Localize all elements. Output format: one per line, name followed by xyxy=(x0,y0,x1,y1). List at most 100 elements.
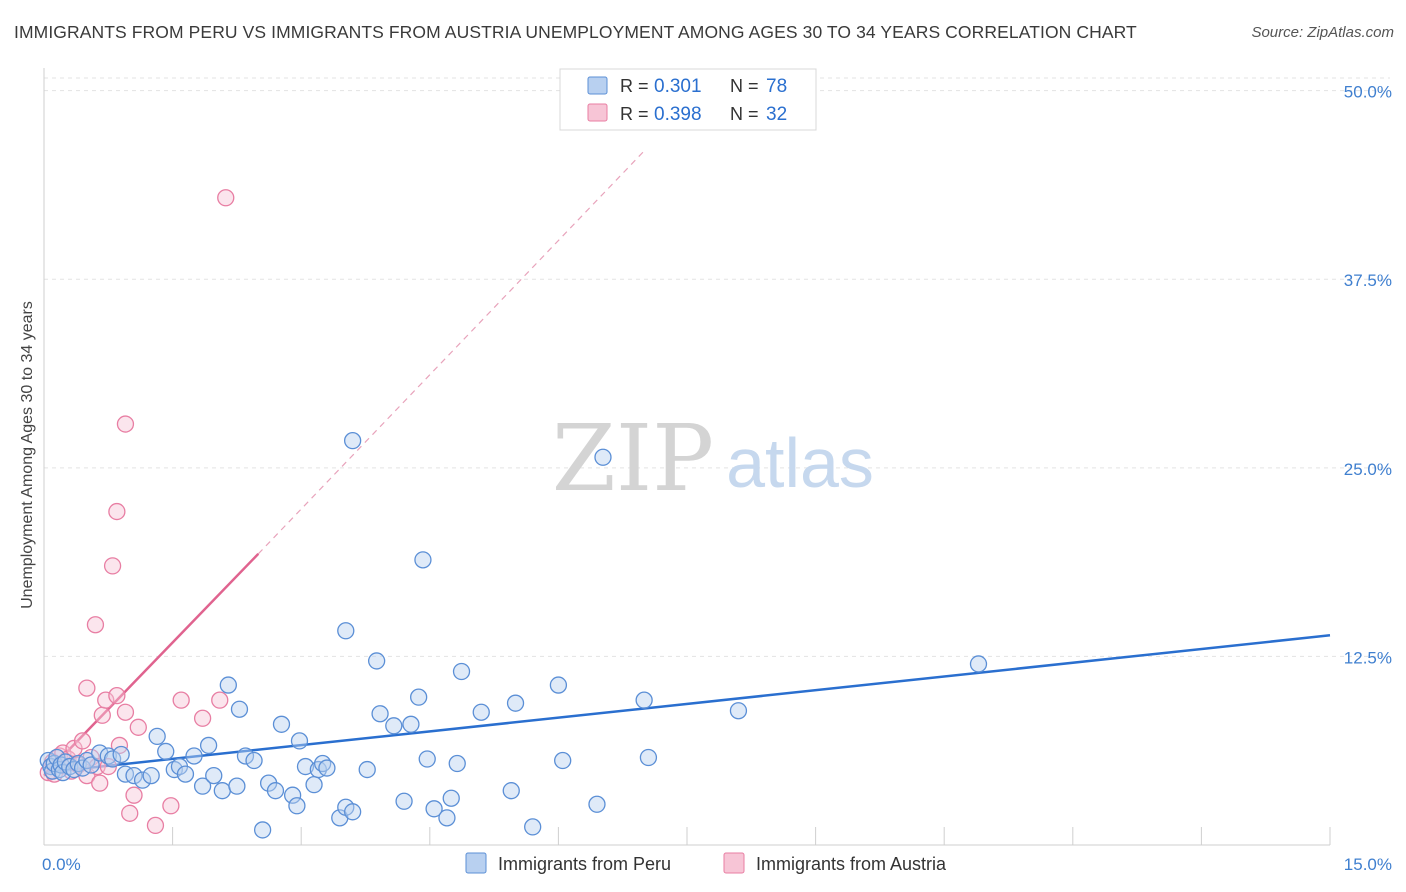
legend-box: R = 0.301 N = 78 R = 0.398 N = 32 xyxy=(559,68,817,131)
points-peru xyxy=(39,432,988,839)
x-tick-label: 15.0% xyxy=(1344,855,1392,874)
point-peru xyxy=(148,727,166,746)
tick-labels: 12.5% 25.0% 37.5% 50.0% 0.0% 15.0% xyxy=(42,83,1392,874)
point-austria xyxy=(86,616,105,634)
point-austria xyxy=(93,706,111,724)
point-peru xyxy=(425,800,443,818)
point-peru xyxy=(165,760,183,779)
point-peru xyxy=(472,703,490,721)
legend-swatch-austria xyxy=(587,103,608,122)
y-tick-label: 37.5% xyxy=(1344,271,1392,290)
point-peru xyxy=(272,715,291,733)
gridlines xyxy=(44,77,1390,657)
trend-line-peru xyxy=(43,634,1331,774)
point-peru xyxy=(305,776,323,794)
point-peru xyxy=(296,757,315,776)
point-peru xyxy=(371,705,389,723)
point-peru xyxy=(588,795,606,813)
point-austria xyxy=(108,686,126,705)
chart-title: IMMIGRANTS FROM PERU VS IMMIGRANTS FROM … xyxy=(14,22,1137,42)
point-peru xyxy=(594,448,612,466)
point-austria xyxy=(193,709,212,727)
y-tick-label: 12.5% xyxy=(1344,648,1392,667)
point-peru xyxy=(133,771,152,789)
point-austria xyxy=(73,732,92,750)
point-peru xyxy=(185,747,203,765)
point-austria xyxy=(108,502,126,521)
point-peru xyxy=(554,751,572,770)
point-peru xyxy=(112,745,130,764)
watermark-zip: ZIP xyxy=(552,405,714,512)
point-peru xyxy=(385,717,403,735)
point-austria xyxy=(91,774,109,792)
point-austria xyxy=(172,691,190,709)
point-peru xyxy=(290,732,309,750)
point-peru xyxy=(288,797,306,815)
point-peru xyxy=(266,782,285,800)
point-peru xyxy=(82,756,100,774)
point-peru xyxy=(358,760,376,779)
legend-r-label-austria: R = xyxy=(620,104,649,124)
point-peru xyxy=(343,803,362,821)
point-peru xyxy=(969,655,988,673)
point-peru xyxy=(199,736,218,755)
x-tick-label: 0.0% xyxy=(42,855,81,874)
point-peru xyxy=(343,432,362,450)
point-peru xyxy=(410,688,428,706)
point-austria xyxy=(217,189,235,207)
point-peru xyxy=(639,748,658,767)
point-peru xyxy=(253,821,272,839)
legend-swatch-peru xyxy=(587,76,608,95)
point-peru xyxy=(245,751,263,770)
legend-r-label-peru: R = xyxy=(620,76,649,96)
bottom-legend-label-peru: Immigrants from Peru xyxy=(498,854,671,874)
bottom-legend-swatch-austria xyxy=(723,852,745,874)
points-austria xyxy=(39,189,235,835)
trend-extension-austria xyxy=(257,150,645,555)
point-peru xyxy=(729,702,748,720)
point-peru xyxy=(395,792,413,810)
trend-lines xyxy=(43,150,1331,777)
point-austria xyxy=(97,691,115,709)
point-peru xyxy=(337,622,355,640)
point-austria xyxy=(125,786,143,804)
point-peru xyxy=(524,818,542,836)
point-peru xyxy=(219,676,237,694)
legend-n-label-peru: N = xyxy=(730,76,759,96)
point-peru xyxy=(236,747,255,765)
legend-n-value-austria: 32 xyxy=(766,104,787,125)
y-tick-label: 25.0% xyxy=(1344,460,1392,479)
point-peru xyxy=(452,662,471,681)
point-peru xyxy=(283,786,302,804)
point-peru xyxy=(125,766,143,785)
point-austria xyxy=(162,797,180,815)
source-label: Source: ZipAtlas.com xyxy=(1251,24,1394,41)
watermark: ZIP atlas xyxy=(552,405,874,512)
point-peru xyxy=(414,551,432,569)
y-tick-label: 50.0% xyxy=(1344,83,1392,102)
point-peru xyxy=(228,777,246,795)
point-peru xyxy=(367,652,386,670)
point-peru xyxy=(205,766,223,785)
point-austria xyxy=(103,557,122,575)
legend-n-label-austria: N = xyxy=(730,104,759,124)
point-peru xyxy=(635,691,653,709)
point-austria xyxy=(129,718,147,736)
point-peru xyxy=(442,789,460,807)
point-peru xyxy=(318,759,336,777)
point-austria xyxy=(121,804,139,822)
legend-n-value-peru: 78 xyxy=(766,76,787,97)
point-austria xyxy=(78,679,96,697)
point-peru xyxy=(54,763,72,782)
point-peru xyxy=(193,777,212,795)
point-peru xyxy=(176,765,195,783)
bottom-legend-swatch-peru xyxy=(465,852,487,874)
bottom-legend-label-austria: Immigrants from Austria xyxy=(756,854,947,874)
point-peru xyxy=(506,694,525,712)
point-austria xyxy=(146,816,165,835)
point-peru xyxy=(213,782,231,800)
bottom-legend: Immigrants from Peru Immigrants from Aus… xyxy=(465,852,947,874)
point-peru xyxy=(157,742,175,761)
point-peru xyxy=(448,754,466,773)
